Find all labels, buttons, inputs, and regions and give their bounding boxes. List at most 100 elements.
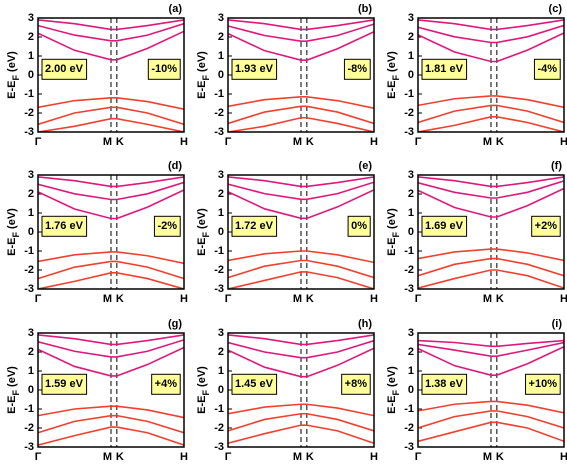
band-line <box>418 24 564 44</box>
x-tick-label: M <box>103 451 112 463</box>
band-line <box>38 117 184 132</box>
gap-label-box <box>231 373 278 395</box>
band-line <box>418 269 564 289</box>
panel-label: (c) <box>549 3 563 15</box>
band-line <box>418 95 564 109</box>
y-tick-label: -1 <box>404 403 414 415</box>
band-line <box>38 97 184 110</box>
strain-label-box <box>343 58 371 80</box>
x-tick-label: H <box>560 136 567 148</box>
y-tick-label: 1 <box>218 207 224 219</box>
y-tick-label: -3 <box>214 441 224 453</box>
y-axis-label: E-EF (eV) <box>6 366 21 414</box>
y-tick-label: -3 <box>404 441 414 453</box>
band-line <box>418 187 564 218</box>
y-axis-label-part: (eV) <box>196 208 208 232</box>
band-line <box>38 106 184 126</box>
strain-label-box <box>147 58 181 80</box>
y-tick-label: 3 <box>218 169 224 181</box>
y-tick-label: -1 <box>24 245 34 257</box>
gap-label: 1.81 eV <box>425 63 464 75</box>
plot-frame <box>37 17 185 133</box>
x-tick-label: Γ <box>225 293 232 305</box>
y-axis-label: E-EF (eV) <box>386 208 401 256</box>
band-line <box>38 426 184 446</box>
x-tick-label: H <box>370 136 378 148</box>
band-line <box>38 260 184 280</box>
strain-label-box <box>347 215 371 237</box>
panel: -3 -2 -1 0 1 2 3 Γ M K H E-EF (eV) (c) 1.81 eV -4% <box>386 3 567 148</box>
y-axis-label-part: E-E <box>6 238 18 256</box>
gap-label: 1.93 eV <box>235 63 274 75</box>
plot-frame <box>227 332 375 448</box>
band-line <box>228 403 374 417</box>
y-tick-label: 2 <box>408 346 414 358</box>
x-tick-label: Γ <box>415 136 422 148</box>
y-tick-label: 1 <box>28 207 34 219</box>
y-axis-label-part: F <box>201 75 211 81</box>
x-tick-label: K <box>306 136 314 148</box>
strain-label: -4% <box>537 63 557 75</box>
x-tick-label: Γ <box>225 451 232 463</box>
x-tick-label: H <box>180 136 188 148</box>
y-tick-label: 0 <box>28 384 34 396</box>
y-tick-label: 2 <box>408 188 414 200</box>
gap-label-box <box>231 58 278 80</box>
y-tick-label: 3 <box>408 12 414 24</box>
y-tick-label: -3 <box>404 126 414 138</box>
x-tick-label: M <box>483 451 492 463</box>
x-tick-label: K <box>116 136 124 148</box>
plot-frame <box>227 174 375 290</box>
band-line <box>418 257 564 277</box>
x-tick-label: K <box>496 451 504 463</box>
plot-frame <box>227 17 375 133</box>
y-tick-label: 1 <box>28 50 34 62</box>
y-axis-label-part: (eV) <box>6 51 18 75</box>
plot-frame <box>417 17 565 133</box>
y-tick-label: 0 <box>218 226 224 238</box>
panel-label: (a) <box>169 3 183 15</box>
gap-label-box <box>421 373 468 395</box>
x-tick-label: H <box>180 293 188 305</box>
y-axis-label-part: F <box>11 232 21 238</box>
band-line <box>418 400 564 414</box>
x-tick-label: M <box>293 293 302 305</box>
y-axis-label-part: E-E <box>386 396 398 414</box>
y-tick-label: 3 <box>408 169 414 181</box>
panel: -3 -2 -1 0 1 2 3 Γ M K H E-EF (eV) (a) 2.00 eV -10% <box>6 3 188 148</box>
y-axis-label-part: (eV) <box>6 208 18 232</box>
y-tick-label: -3 <box>214 126 224 138</box>
y-tick-label: 3 <box>408 327 414 339</box>
x-tick-label: M <box>103 293 112 305</box>
gap-label: 1.76 eV <box>45 220 84 232</box>
y-axis-label-part: (eV) <box>196 366 208 390</box>
y-tick-label: 2 <box>218 188 224 200</box>
x-tick-label: M <box>293 136 302 148</box>
y-tick-label: 0 <box>408 226 414 238</box>
panel-label: (i) <box>552 318 563 330</box>
y-tick-label: -1 <box>24 88 34 100</box>
band-line <box>228 181 374 201</box>
y-tick-label: 1 <box>408 207 414 219</box>
strain-label: +8% <box>345 378 368 390</box>
band-line <box>418 421 564 443</box>
y-tick-label: -3 <box>24 283 34 295</box>
band-line <box>38 334 184 346</box>
y-tick-label: -1 <box>24 403 34 415</box>
y-tick-label: 1 <box>28 365 34 377</box>
panel: -3 -2 -1 0 1 2 3 Γ M K H E-EF (eV) (d) 1.76 eV -2% <box>6 160 188 305</box>
plot-frame <box>37 174 185 290</box>
y-axis-label-part: (eV) <box>6 366 18 390</box>
band-line <box>228 105 374 125</box>
gap-label: 1.59 eV <box>45 378 84 390</box>
y-tick-label: -2 <box>404 422 414 434</box>
y-tick-label: -2 <box>214 107 224 119</box>
gap-label: 1.69 eV <box>425 220 464 232</box>
y-tick-label: -2 <box>214 264 224 276</box>
band-line <box>418 410 564 429</box>
band-line <box>228 19 374 31</box>
panel-label: (e) <box>359 160 373 172</box>
band-line <box>38 189 184 220</box>
y-tick-label: -2 <box>404 107 414 119</box>
x-tick-label: Γ <box>35 293 42 305</box>
